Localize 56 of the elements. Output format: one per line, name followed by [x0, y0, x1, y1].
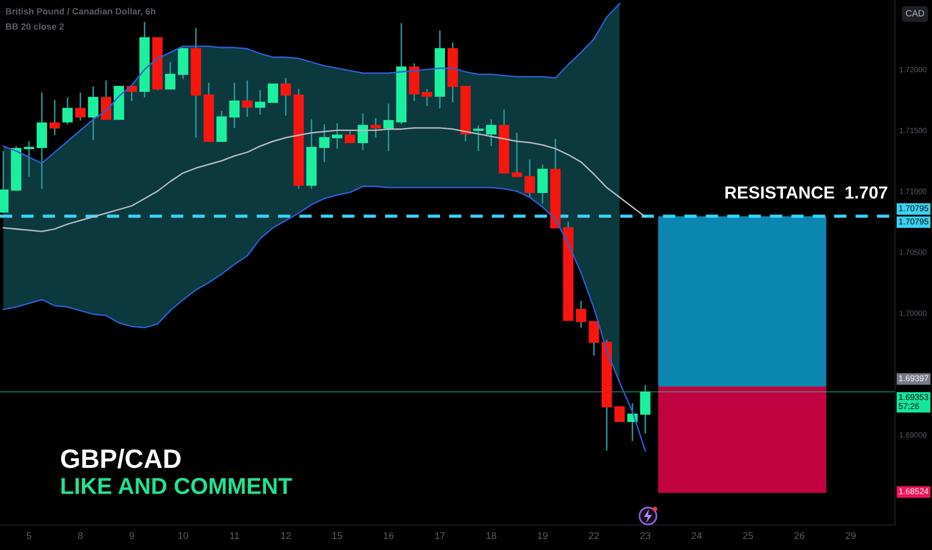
- x-tick-label: 11: [230, 532, 240, 539]
- x-tick-label: 15: [332, 532, 342, 540]
- x-tick-label: 19: [538, 532, 548, 540]
- candlestick: [126, 86, 137, 102]
- text: BB 20 close 2: [6, 23, 64, 30]
- ref-line-label: 1.69353 57:26: [898, 394, 928, 410]
- candlestick: [242, 80, 252, 118]
- x-tick-label: 5: [26, 532, 32, 540]
- candlestick: [576, 300, 586, 328]
- text: British Pound / Canadian Dollar, 6h: [6, 8, 156, 16]
- x-tick-label: 12: [281, 532, 291, 539]
- text: 1.69397: [899, 375, 928, 382]
- candlestick: [422, 88, 432, 107]
- candlestick: [524, 158, 535, 198]
- text: 1.68524: [899, 488, 928, 494]
- candlestick: [254, 89, 266, 116]
- candlestick: [332, 122, 342, 150]
- candlestick: [319, 124, 330, 163]
- x-tick-label: 9: [129, 532, 134, 540]
- annotation: RESISTANCE 1.707: [725, 186, 888, 199]
- candlestick: [370, 117, 381, 138]
- candlestick: [280, 77, 291, 116]
- x-tick-label: 26: [794, 532, 804, 540]
- candlestick: [75, 92, 86, 122]
- x-tick-label: 8: [78, 532, 83, 540]
- candlestick: [50, 99, 60, 136]
- x-tick-label: 24: [692, 532, 702, 539]
- candlestick: [614, 406, 625, 422]
- line-series: [2, 2, 620, 164]
- x-tick-label: 23: [640, 532, 650, 540]
- x-tick-label: 16: [384, 532, 394, 540]
- candlestick: [640, 384, 650, 434]
- candlestick: [383, 102, 394, 152]
- candlestick: [473, 124, 484, 152]
- candlestick: [229, 82, 240, 129]
- text: 1.70795: [899, 205, 928, 212]
- candlestick: [165, 61, 176, 90]
- x-tick-label: 29: [846, 532, 856, 540]
- candlestick: [537, 164, 548, 204]
- x-tick-label: 25: [743, 532, 753, 540]
- x-tick-label: 18: [486, 532, 496, 540]
- x-tick-label: 17: [435, 532, 445, 539]
- x-tick-label: 10: [178, 532, 188, 540]
- candlestick: [88, 86, 98, 141]
- candlestick: [344, 130, 356, 144]
- candlestick: [486, 118, 496, 147]
- x-tick-label: 22: [589, 532, 599, 539]
- annotation: LIKE AND COMMENT: [62, 478, 292, 494]
- annotation: GBP/CAD: [61, 448, 181, 468]
- y-axis-title: CAD: [906, 10, 924, 16]
- candlestick: [62, 96, 73, 125]
- candlestick: [512, 132, 522, 178]
- candlestick: [588, 320, 600, 356]
- candlestick: [268, 83, 278, 103]
- ref-line-label: 1.70795: [899, 218, 928, 224]
- candlestick: [358, 112, 368, 151]
